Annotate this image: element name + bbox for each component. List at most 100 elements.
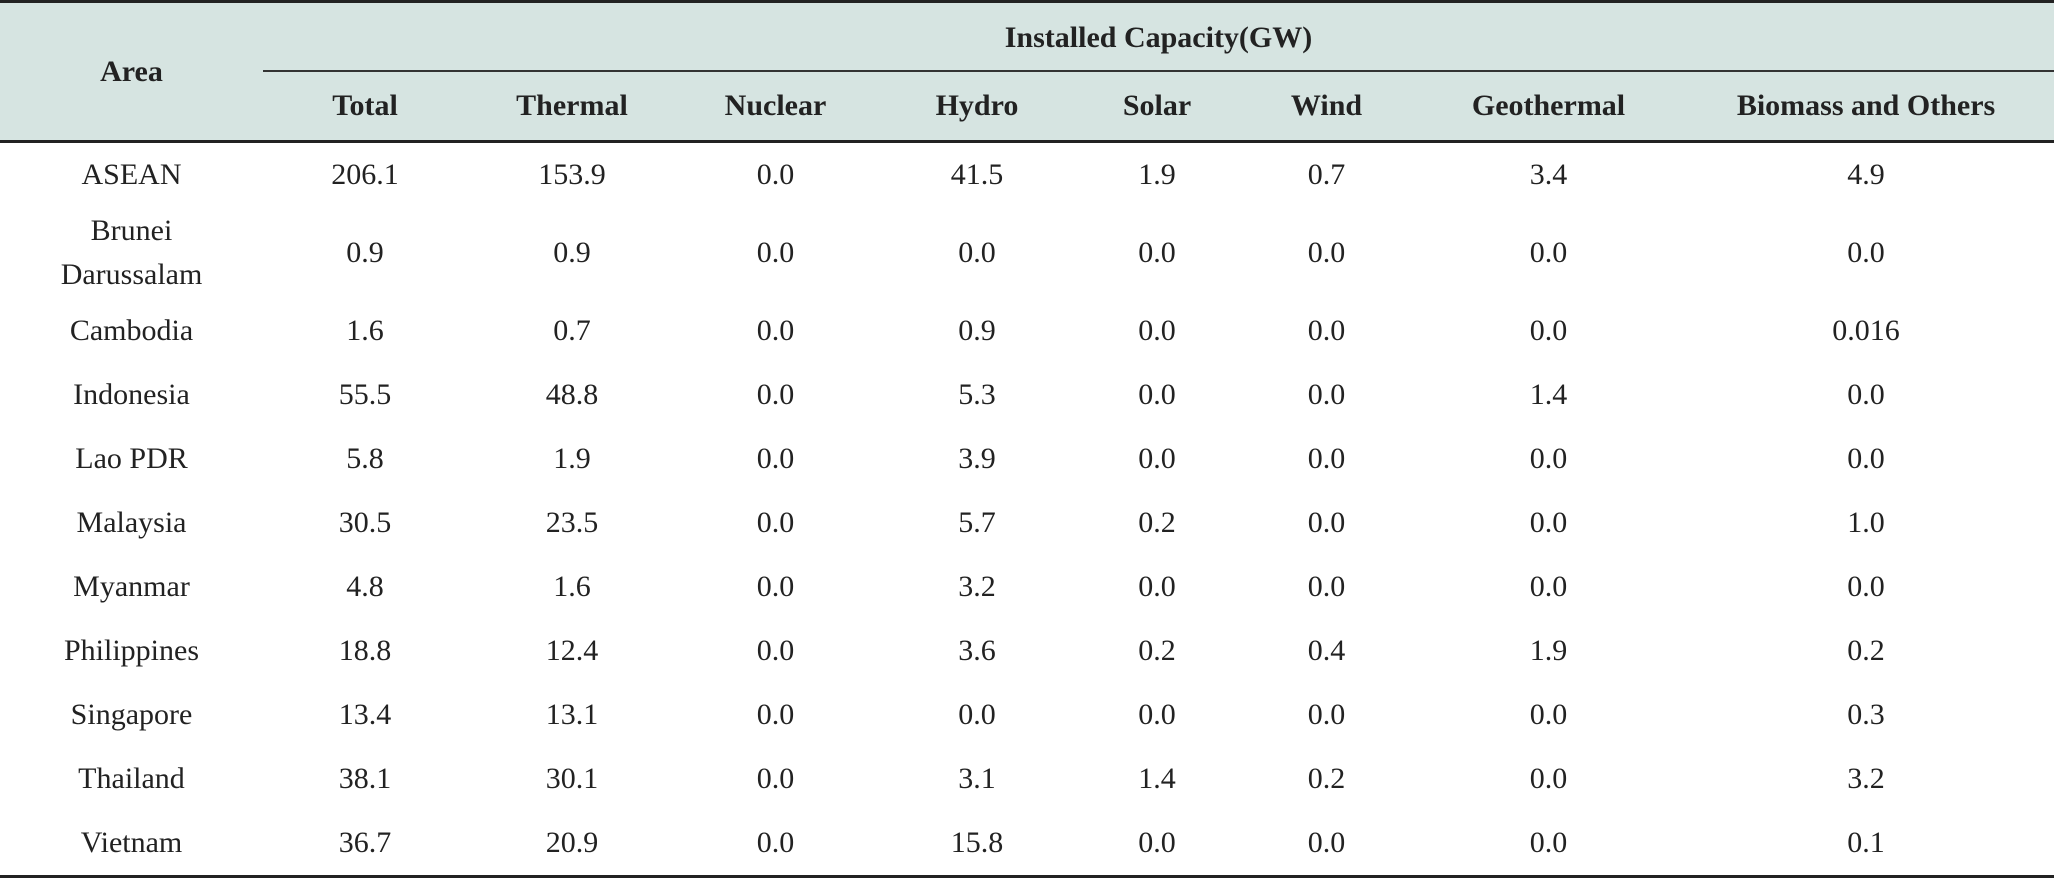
column-header-wind: Wind xyxy=(1234,72,1419,143)
cell-hydro: 0.0 xyxy=(958,236,996,269)
cell-solar: 0.2 xyxy=(1138,634,1176,667)
cell-solar: 0.0 xyxy=(1138,698,1176,731)
cell-geothermal: 0.0 xyxy=(1529,236,1568,269)
area-cell: ASEAN xyxy=(81,158,182,191)
cell-solar: 0.0 xyxy=(1138,570,1176,603)
cell-thermal: 13.1 xyxy=(545,698,599,731)
cell-total: 55.5 xyxy=(338,378,392,411)
cell-nuclear: 0.0 xyxy=(756,762,795,795)
cell-biomass-and-others: 3.2 xyxy=(1847,762,1885,795)
cell-solar: 0.0 xyxy=(1138,314,1176,347)
column-header-nuclear: Nuclear xyxy=(677,72,874,143)
header-group-row: Area Installed Capacity(GW) xyxy=(0,0,2054,143)
area-cell: Myanmar xyxy=(73,570,190,603)
table-row: Cambodia 1.6 0.7 0.0 0.9 0.0 0.0 0.0 0.016 xyxy=(0,299,2054,363)
cell-wind: 0.0 xyxy=(1307,236,1346,269)
area-cell: Philippines xyxy=(63,634,199,667)
column-header-biomass-and-others: Biomass and Others xyxy=(1678,72,2054,143)
area-column-header: Area xyxy=(0,0,263,143)
column-header-thermal: Thermal xyxy=(467,72,677,143)
cell-wind: 0.7 xyxy=(1307,158,1346,191)
cell-geothermal: 0.0 xyxy=(1529,314,1568,347)
cell-thermal: 1.6 xyxy=(553,570,591,603)
cell-geothermal: 1.9 xyxy=(1529,634,1568,667)
cell-biomass-and-others: 1.0 xyxy=(1847,506,1885,539)
column-header-hydro: Hydro xyxy=(874,72,1080,143)
cell-nuclear: 0.0 xyxy=(756,378,795,411)
cell-hydro: 3.2 xyxy=(958,570,996,603)
cell-geothermal: 0.0 xyxy=(1529,442,1568,475)
table-row: Lao PDR 5.8 1.9 0.0 3.9 0.0 0.0 0.0 0.0 xyxy=(0,427,2054,491)
area-cell: Thailand xyxy=(78,762,185,795)
area-cell: Indonesia xyxy=(73,378,190,411)
area-cell: Malaysia xyxy=(76,506,187,539)
cell-wind: 0.2 xyxy=(1307,762,1346,795)
cell-thermal: 12.4 xyxy=(545,634,599,667)
cell-hydro: 15.8 xyxy=(874,811,1080,878)
cell-biomass-and-others: 0.016 xyxy=(1832,314,1900,347)
table-row: Indonesia 55.5 48.8 0.0 5.3 0.0 0.0 1.4 0.0 xyxy=(0,363,2054,427)
cell-total: 0.9 xyxy=(346,236,384,269)
cell-total: 18.8 xyxy=(338,634,392,667)
cell-total: 206.1 xyxy=(331,158,399,191)
cell-geothermal: 0.0 xyxy=(1529,570,1568,603)
cell-nuclear: 0.0 xyxy=(756,314,795,347)
cell-hydro: 3.1 xyxy=(958,762,996,795)
table-row: ASEAN 206.1 153.9 0.0 41.5 1.9 0.7 3.4 4.9 xyxy=(0,142,2054,208)
area-cell: Vietnam xyxy=(0,811,263,878)
cell-thermal: 20.9 xyxy=(467,811,677,878)
cell-nuclear: 0.0 xyxy=(756,698,795,731)
area-cell: Brunei Darussalam xyxy=(60,214,203,291)
group-header-rule xyxy=(263,70,2054,72)
cell-hydro: 5.7 xyxy=(958,506,996,539)
area-cell: Lao PDR xyxy=(75,442,188,475)
cell-nuclear: 0.0 xyxy=(756,506,795,539)
cell-hydro: 3.9 xyxy=(958,442,996,475)
cell-hydro: 0.0 xyxy=(958,698,996,731)
cell-nuclear: 0.0 xyxy=(756,634,795,667)
cell-total: 1.6 xyxy=(346,314,384,347)
table-row: Vietnam 36.7 20.9 0.0 15.8 0.0 0.0 0.0 0.1 xyxy=(0,811,2054,878)
cell-solar: 0.0 xyxy=(1138,442,1176,475)
cell-thermal: 153.9 xyxy=(538,158,606,191)
cell-biomass-and-others: 0.2 xyxy=(1847,634,1885,667)
table-row: Thailand 38.1 30.1 0.0 3.1 1.4 0.2 0.0 3.2 xyxy=(0,747,2054,811)
cell-biomass-and-others: 0.3 xyxy=(1847,698,1885,731)
cell-geothermal: 0.0 xyxy=(1529,698,1568,731)
cell-geothermal: 0.0 xyxy=(1529,762,1568,795)
cell-total: 5.8 xyxy=(346,442,384,475)
cell-solar: 1.4 xyxy=(1138,762,1176,795)
table-row: Myanmar 4.8 1.6 0.0 3.2 0.0 0.0 0.0 0.0 xyxy=(0,555,2054,619)
cell-hydro: 0.9 xyxy=(958,314,996,347)
cell-biomass-and-others: 0.0 xyxy=(1847,236,1885,269)
cell-solar: 1.9 xyxy=(1138,158,1176,191)
cell-thermal: 1.9 xyxy=(553,442,591,475)
installed-capacity-label: Installed Capacity(GW) xyxy=(1004,20,1313,54)
cell-wind: 0.0 xyxy=(1307,378,1346,411)
table-row: Philippines 18.8 12.4 0.0 3.6 0.2 0.4 1.9 0.2 xyxy=(0,619,2054,683)
cell-total: 36.7 xyxy=(263,811,467,878)
cell-biomass-and-others: 4.9 xyxy=(1847,158,1885,191)
cell-wind: 0.0 xyxy=(1307,506,1346,539)
cell-thermal: 30.1 xyxy=(545,762,599,795)
cell-wind: 0.0 xyxy=(1307,698,1346,731)
table-header: Area Installed Capacity(GW) Total Therma… xyxy=(0,0,2054,143)
area-cell: Singapore xyxy=(70,698,193,731)
cell-thermal: 23.5 xyxy=(545,506,599,539)
cell-nuclear: 0.0 xyxy=(677,811,874,878)
column-header-total: Total xyxy=(263,72,467,143)
table-row: Malaysia 30.5 23.5 0.0 5.7 0.2 0.0 0.0 1.0 xyxy=(0,491,2054,555)
cell-solar: 0.2 xyxy=(1138,506,1176,539)
cell-biomass-and-others: 0.0 xyxy=(1847,442,1885,475)
cell-wind: 0.0 xyxy=(1307,570,1346,603)
area-cell: Cambodia xyxy=(69,314,194,347)
cell-nuclear: 0.0 xyxy=(756,442,795,475)
cell-biomass-and-others: 0.0 xyxy=(1847,570,1885,603)
cell-thermal: 48.8 xyxy=(545,378,599,411)
cell-geothermal: 0.0 xyxy=(1529,506,1568,539)
cell-total: 38.1 xyxy=(338,762,392,795)
column-header-geothermal: Geothermal xyxy=(1419,72,1678,143)
header-subcolumn-row: Total Thermal Nuclear Hydro Solar Wind G… xyxy=(0,72,2054,143)
cell-thermal: 0.9 xyxy=(553,236,591,269)
cell-solar: 0.0 xyxy=(1138,378,1176,411)
